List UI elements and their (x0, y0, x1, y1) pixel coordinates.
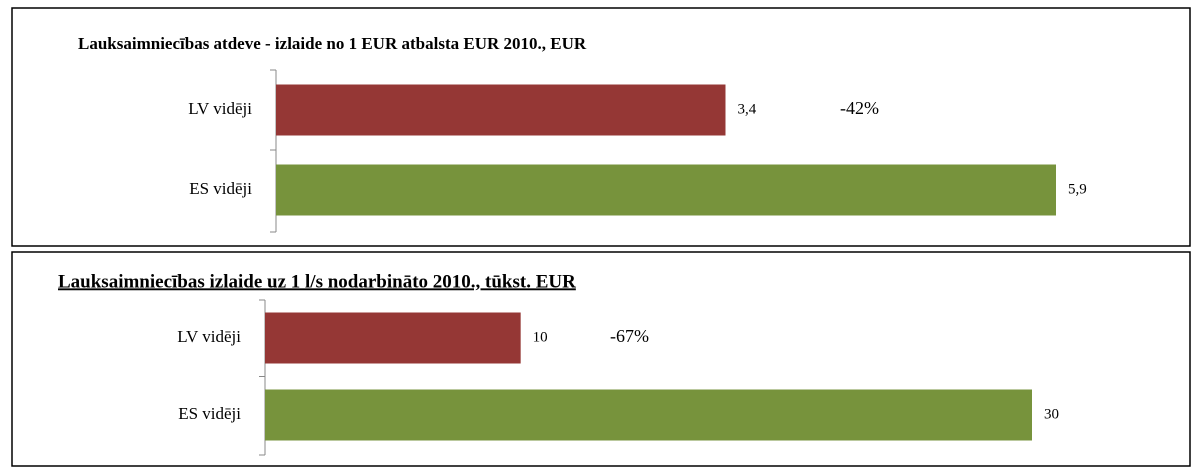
chart-title: Lauksaimniecības izlaide uz 1 l/s nodarb… (58, 271, 576, 292)
chart-title: Lauksaimniecības atdeve - izlaide no 1 E… (78, 34, 587, 53)
bar (276, 84, 726, 136)
value-label: 3,4 (737, 101, 756, 117)
bar (265, 389, 1032, 441)
value-label: 10 (533, 329, 548, 345)
category-label: LV vidēji (177, 327, 241, 346)
bar (265, 312, 521, 364)
category-label: ES vidēji (178, 404, 241, 423)
bar (276, 164, 1056, 216)
category-label: LV vidēji (188, 99, 252, 118)
value-label: 5,9 (1068, 181, 1087, 197)
panel-frame (11, 7, 1191, 247)
annotation: -67% (610, 326, 649, 346)
value-label: 30 (1044, 406, 1059, 422)
panel-frame (11, 251, 1191, 467)
annotation: -42% (840, 98, 879, 118)
category-label: ES vidēji (189, 179, 252, 198)
